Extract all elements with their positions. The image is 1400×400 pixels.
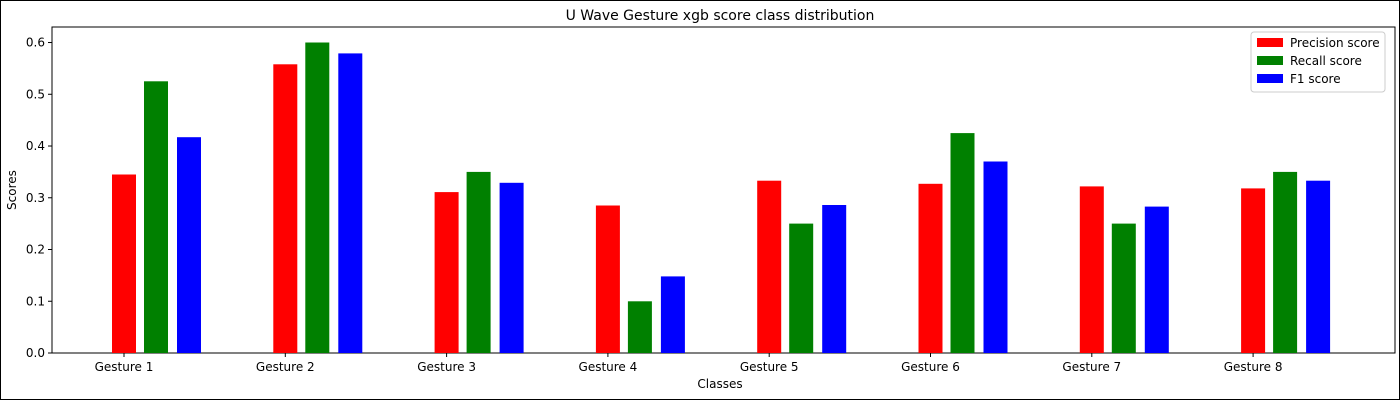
bar-precision-score-2 [273,64,298,354]
x-tick-label: Gesture 6 [901,360,960,374]
bar-recall-score-7 [1111,223,1136,353]
bar-precision-score-7 [1079,186,1104,353]
x-tick-label: Gesture 5 [740,360,799,374]
legend: Precision score Recall score F1 score [1250,31,1386,93]
bar-recall-score-8 [1273,171,1298,353]
legend-label: Precision score [1290,36,1380,50]
y-tick-label: 0.5 [26,87,45,101]
bar-precision-score-4 [595,205,620,353]
bar-recall-score-3 [466,171,491,353]
x-tick-label: Gesture 2 [256,360,315,374]
bar-precision-score-1 [112,174,136,353]
x-tick-label: Gesture 4 [579,360,638,374]
bar-f1-score-7 [1144,206,1169,353]
y-tick-label: 0.6 [26,36,45,50]
y-axis-label: Scores [5,170,19,210]
plot-area: 0.0 0.1 0.2 0.3 0.4 0.5 0.6 Gesture 1 Gesture 2… [26,26,1396,374]
bar-recall-score-4 [627,301,652,353]
x-axis-label: Classes [697,377,742,391]
plot-frame [51,26,1396,354]
bar-recall-score-1 [144,81,168,354]
bar-f1-score-8 [1306,180,1331,353]
bars-layer [112,42,1331,354]
bar-precision-score-8 [1241,188,1266,353]
bar-precision-score-6 [918,183,943,353]
bar-precision-score-3 [434,192,459,353]
y-tick-label: 0.4 [26,139,45,153]
x-tick-label: Gesture 3 [417,360,476,374]
legend-label: F1 score [1290,72,1341,86]
legend-box [1250,31,1386,93]
chart-title: U Wave Gesture xgb score class distribut… [566,8,875,24]
legend-label: Recall score [1290,54,1362,68]
bar-f1-score-6 [983,161,1008,353]
bar-f1-score-5 [822,205,847,353]
y-axis: 0.0 0.1 0.2 0.3 0.4 0.5 0.6 [26,36,52,360]
bar-precision-score-5 [757,180,782,353]
y-tick-label: 0.0 [26,346,45,360]
legend-swatch [1257,56,1283,65]
bar-recall-score-6 [950,133,975,353]
x-tick-label: Gesture 1 [95,360,154,374]
x-tick-label: Gesture 7 [1062,360,1121,374]
legend-swatch [1257,38,1283,47]
bar-f1-score-3 [499,182,524,353]
bar-recall-score-2 [305,42,330,353]
y-tick-label: 0.1 [26,294,45,308]
y-tick-label: 0.3 [26,191,45,205]
y-tick-label: 0.2 [26,243,45,257]
bar-f1-score-2 [338,53,363,354]
x-tick-label: Gesture 8 [1224,360,1283,374]
bar-f1-score-1 [177,137,201,353]
bar-f1-score-4 [660,276,685,353]
legend-swatch [1257,74,1283,83]
bar-recall-score-5 [789,223,814,353]
x-axis: Gesture 1 Gesture 2 Gesture 3 Gesture 4 Gest… [95,353,1283,374]
